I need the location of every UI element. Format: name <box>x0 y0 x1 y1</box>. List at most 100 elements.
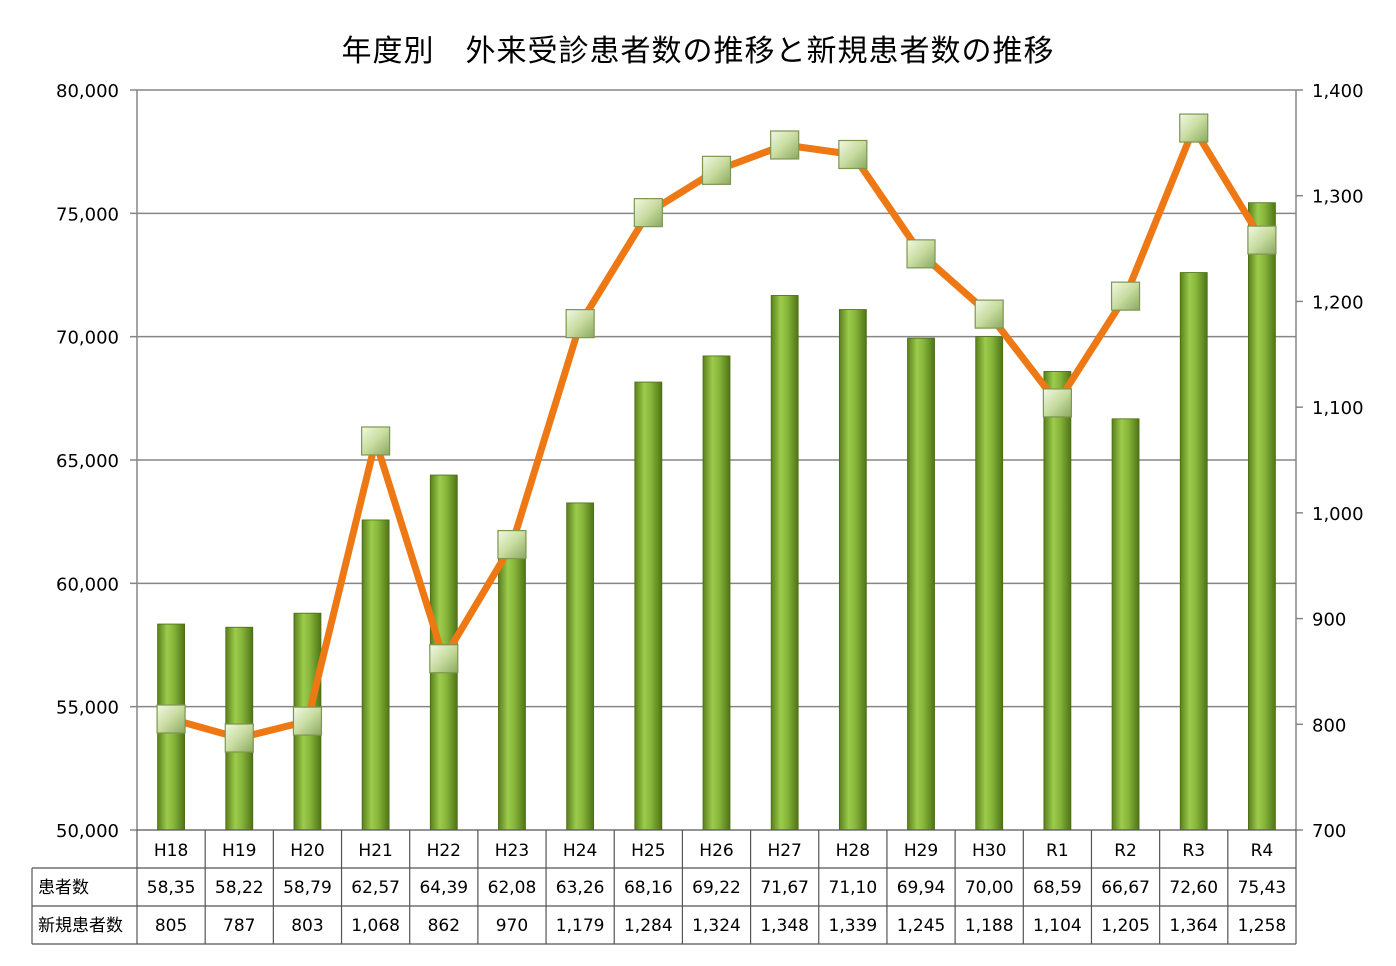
table-value-patients: 63,26 <box>556 878 605 898</box>
y-right-tick-label: 1,200 <box>1312 292 1364 313</box>
x-category-label: H27 <box>767 841 801 861</box>
line-point-H26 <box>701 155 732 185</box>
table-value-patients: 72,60 <box>1169 878 1218 898</box>
table-series-name: 新規患者数 <box>38 916 123 936</box>
table-value-patients: 58,35 <box>147 878 196 898</box>
y-right-tick-label: 1,100 <box>1312 398 1364 419</box>
y-left-tick-label: 70,000 <box>56 328 119 349</box>
bar-H27 <box>770 295 799 831</box>
table-value-new-patients: 1,104 <box>1033 916 1082 936</box>
x-category-label: R4 <box>1251 841 1274 861</box>
y-right-tick-label: 1,000 <box>1312 504 1364 525</box>
table-value-new-patients: 1,188 <box>965 916 1014 936</box>
y-left-tick-label: 50,000 <box>56 821 119 842</box>
x-category-label: H29 <box>904 841 938 861</box>
table-value-patients: 71,67 <box>760 878 809 898</box>
bar-H21 <box>361 519 390 831</box>
y-right-tick-label: 700 <box>1312 821 1346 842</box>
table-value-patients: 70,00 <box>965 878 1014 898</box>
line-point-R4 <box>1247 225 1277 255</box>
table-series-name: 患者数 <box>38 878 89 898</box>
table-value-new-patients: 805 <box>155 916 187 936</box>
table-value-new-patients: 1,205 <box>1101 916 1150 936</box>
y-right-tick-label: 1,400 <box>1312 81 1364 102</box>
line-point-H21 <box>361 426 391 456</box>
x-category-label: R3 <box>1182 841 1205 861</box>
line-point-R3 <box>1179 113 1209 143</box>
x-category-label: H22 <box>427 841 461 861</box>
bar-H25 <box>634 381 663 831</box>
x-category-label: H20 <box>290 841 324 861</box>
bar-R2 <box>1111 418 1140 831</box>
table-value-new-patients: 1,068 <box>351 916 400 936</box>
bar-H30 <box>975 336 1004 831</box>
x-category-label: H25 <box>631 841 665 861</box>
table-value-new-patients: 787 <box>223 916 255 936</box>
table-value-new-patients: 1,245 <box>897 916 946 936</box>
x-category-label: H18 <box>154 841 188 861</box>
x-category-label: H19 <box>222 841 256 861</box>
table-value-new-patients: 1,179 <box>556 916 605 936</box>
y-left-tick-label: 60,000 <box>56 574 119 595</box>
table-value-new-patients: 1,284 <box>624 916 673 936</box>
table-value-patients: 68,59 <box>1033 878 1082 898</box>
table-value-patients: 58,79 <box>283 878 332 898</box>
x-category-label: H26 <box>699 841 733 861</box>
table-value-new-patients: 862 <box>428 916 460 936</box>
table-value-new-patients: 1,324 <box>692 916 741 936</box>
line-point-H29 <box>906 239 936 269</box>
table-value-new-patients: 970 <box>496 916 528 936</box>
table-value-patients: 69,22 <box>692 878 741 898</box>
bar-R3 <box>1179 272 1208 831</box>
table-value-new-patients: 1,348 <box>760 916 809 936</box>
x-category-label: H21 <box>358 841 392 861</box>
bar-R1 <box>1043 371 1072 831</box>
line-point-H22 <box>429 644 459 674</box>
table-value-patients: 58,22 <box>215 878 264 898</box>
table-value-patients: 62,57 <box>351 878 400 898</box>
x-category-label: H28 <box>836 841 870 861</box>
bar-H28 <box>838 309 867 831</box>
chart-title: 年度別 外来受診患者数の推移と新規患者数の推移 <box>341 34 1055 69</box>
table-value-patients: 69,94 <box>897 878 946 898</box>
y-left-tick-label: 65,000 <box>56 451 119 472</box>
bar-H23 <box>498 531 526 831</box>
table-value-patients: 66,67 <box>1101 878 1150 898</box>
x-category-label: H30 <box>972 841 1006 861</box>
table-value-patients: 75,43 <box>1238 878 1287 898</box>
table-value-new-patients: 1,364 <box>1169 916 1218 936</box>
table-value-new-patients: 1,339 <box>829 916 878 936</box>
line-point-H25 <box>633 198 663 228</box>
line-point-R1 <box>1042 388 1072 418</box>
x-category-label: H23 <box>495 841 529 861</box>
x-category-label: H24 <box>563 841 597 861</box>
x-category-label: R1 <box>1046 841 1069 861</box>
y-left-tick-label: 80,000 <box>56 81 119 102</box>
table-value-patients: 68,16 <box>624 878 673 898</box>
bar-R4 <box>1248 202 1276 831</box>
line-point-R2 <box>1110 281 1141 311</box>
line-point-H27 <box>770 130 800 160</box>
y-right-tick-label: 1,300 <box>1312 187 1364 208</box>
line-point-H28 <box>838 139 868 170</box>
table-value-patients: 62,08 <box>488 878 537 898</box>
y-right-tick-label: 800 <box>1312 715 1346 736</box>
y-left-tick-label: 55,000 <box>56 698 119 719</box>
table-value-new-patients: 1,258 <box>1238 916 1287 936</box>
bar-H24 <box>566 502 595 831</box>
bar-H29 <box>907 337 935 831</box>
x-category-label: R2 <box>1114 841 1137 861</box>
table-value-patients: 64,39 <box>419 878 468 898</box>
y-left-tick-label: 75,000 <box>56 204 119 225</box>
bar-H26 <box>702 355 731 831</box>
table-value-patients: 71,10 <box>829 878 878 898</box>
line-point-H23 <box>497 529 527 560</box>
table-value-new-patients: 803 <box>291 916 323 936</box>
y-right-tick-label: 900 <box>1312 610 1346 631</box>
line-point-H18 <box>156 704 186 734</box>
line-point-H24 <box>565 309 595 339</box>
line-point-H19 <box>224 723 254 753</box>
line-point-H30 <box>974 299 1004 329</box>
line-point-H20 <box>292 706 323 736</box>
